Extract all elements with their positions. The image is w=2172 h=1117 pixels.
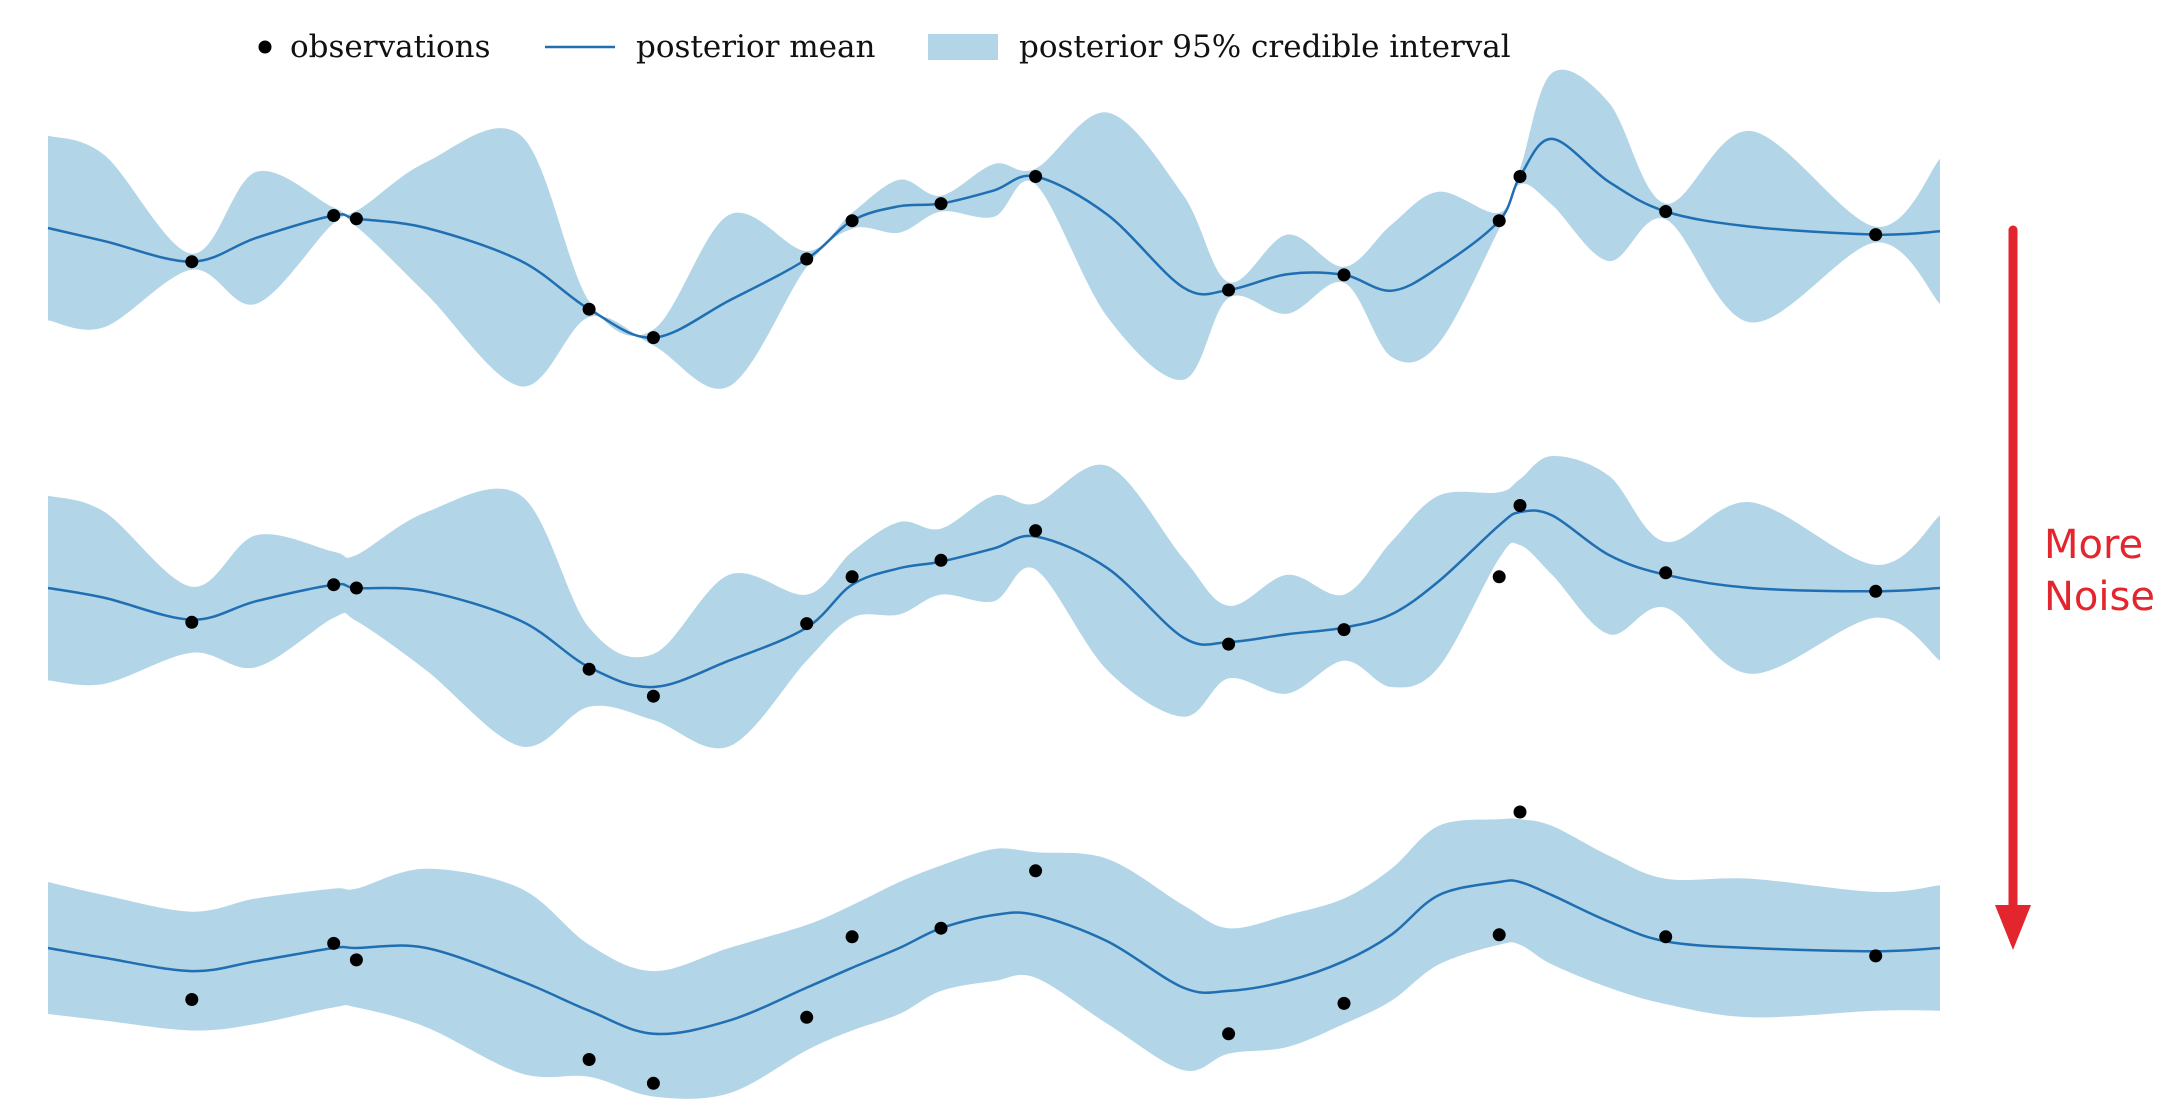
observation-point bbox=[845, 570, 859, 584]
observation-point bbox=[1659, 205, 1673, 218]
legend-mean-label: posterior mean bbox=[636, 29, 876, 65]
observations-group bbox=[185, 170, 1883, 345]
observation-point bbox=[1659, 930, 1673, 944]
observation-point bbox=[349, 581, 363, 595]
posterior-mean-line bbox=[47, 137, 1941, 339]
panel-1 bbox=[47, 69, 1941, 389]
observation-point bbox=[934, 197, 948, 211]
observation-point bbox=[185, 615, 199, 629]
observations-group bbox=[185, 805, 1883, 1090]
posterior-mean-line bbox=[47, 509, 1941, 689]
observation-point bbox=[349, 953, 363, 967]
observation-point bbox=[1513, 499, 1527, 512]
observations-group bbox=[185, 499, 1883, 703]
observation-point bbox=[349, 212, 363, 226]
observation-point bbox=[1869, 584, 1883, 598]
observation-point bbox=[1492, 928, 1506, 942]
observation-point bbox=[845, 214, 859, 228]
observation-point bbox=[934, 553, 948, 567]
observation-point bbox=[845, 930, 859, 944]
observation-point bbox=[1513, 170, 1527, 183]
observation-point bbox=[1222, 637, 1236, 651]
observation-point bbox=[1869, 228, 1883, 242]
arrow-head-icon bbox=[1995, 905, 2031, 950]
observation-point bbox=[1222, 283, 1236, 297]
observation-point bbox=[1029, 864, 1043, 878]
legend-observations-label: observations bbox=[290, 29, 491, 65]
observation-point bbox=[800, 617, 814, 631]
legend-interval-swatch bbox=[928, 34, 998, 60]
observation-point bbox=[1337, 623, 1351, 637]
annotation-line-1: More bbox=[2044, 522, 2143, 568]
observation-point bbox=[800, 1010, 814, 1024]
observation-point bbox=[185, 255, 199, 269]
panel-2 bbox=[47, 455, 1941, 749]
observation-point bbox=[1659, 566, 1673, 580]
observation-point bbox=[582, 662, 596, 676]
observation-point bbox=[1869, 949, 1883, 963]
legend: observations posterior mean posterior 95… bbox=[258, 29, 1511, 65]
posterior-mean-line bbox=[47, 879, 1941, 1036]
observation-point bbox=[646, 689, 660, 703]
observation-point bbox=[1029, 524, 1043, 538]
observation-point bbox=[646, 331, 660, 345]
observation-point bbox=[327, 209, 341, 222]
legend-interval-label: posterior 95% credible interval bbox=[1019, 29, 1511, 65]
observation-point bbox=[582, 302, 596, 316]
legend-observation-marker bbox=[258, 40, 272, 54]
observation-point bbox=[185, 993, 199, 1006]
observation-point bbox=[800, 252, 814, 266]
observation-point bbox=[646, 1076, 660, 1090]
observation-point bbox=[1492, 570, 1506, 584]
observation-point bbox=[1337, 996, 1351, 1010]
observation-point bbox=[934, 921, 948, 935]
credible-interval-band bbox=[48, 818, 1940, 1099]
credible-interval-band bbox=[48, 455, 1940, 749]
observation-point bbox=[1492, 214, 1506, 228]
annotation-line-2: Noise bbox=[2044, 574, 2155, 620]
observation-point bbox=[327, 936, 341, 950]
more-noise-annotation: More Noise bbox=[1995, 225, 2155, 950]
observation-point bbox=[1513, 805, 1527, 819]
panel-3 bbox=[47, 805, 1941, 1099]
observation-point bbox=[327, 578, 341, 592]
observation-point bbox=[1337, 268, 1351, 282]
credible-interval-band bbox=[48, 69, 1940, 389]
observation-point bbox=[1029, 170, 1043, 183]
observation-point bbox=[582, 1053, 596, 1066]
observation-point bbox=[1222, 1027, 1236, 1041]
